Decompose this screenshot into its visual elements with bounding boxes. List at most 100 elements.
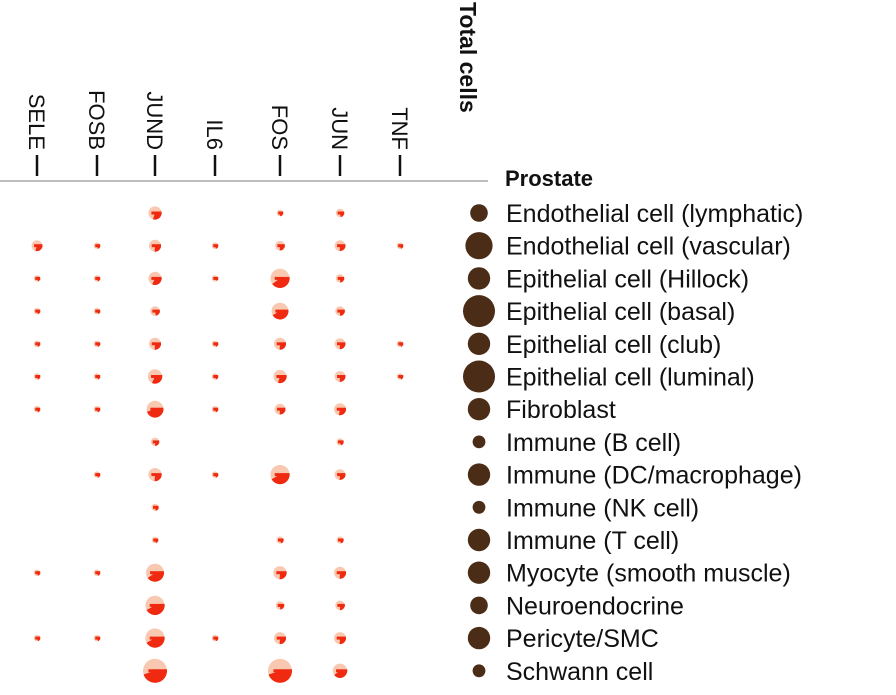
cell-type-label-row-1: Endothelial cell (lymphatic) xyxy=(506,200,803,228)
pie-jund-row-9 xyxy=(148,468,161,481)
pie-jund-row-15 xyxy=(143,659,167,683)
pie-fos-row-14 xyxy=(274,632,286,644)
pie-jund-row-8 xyxy=(151,438,159,446)
pie-fos-row-11 xyxy=(276,536,283,543)
pie-sele-row-12 xyxy=(34,570,40,576)
pie-jund-row-11 xyxy=(152,537,158,543)
pie-tnf-row-5 xyxy=(397,341,403,347)
pie-tnf-row-6 xyxy=(397,373,403,379)
gene-label-tnf: TNF xyxy=(387,107,412,150)
gene-label-jun: JUN xyxy=(327,107,352,150)
pie-fosb-row-2 xyxy=(94,243,100,249)
gene-label-fos: FOS xyxy=(267,105,292,150)
pie-il6-row-7 xyxy=(212,406,218,412)
pie-fos-row-12 xyxy=(273,566,286,579)
pie-jun-row-13 xyxy=(335,601,345,611)
pie-jund-row-4 xyxy=(150,306,160,316)
gene-label-sele: SELE xyxy=(24,94,49,150)
cell-type-label-row-14: Pericyte/SMC xyxy=(506,625,659,653)
pie-fosb-row-4 xyxy=(94,308,100,314)
cell-type-label-row-9: Immune (DC/macrophage) xyxy=(506,462,802,490)
pie-jun-row-15 xyxy=(333,664,347,678)
pie-jund-row-7 xyxy=(147,401,164,418)
pie-sele-row-3 xyxy=(34,275,40,281)
pie-fosb-row-6 xyxy=(94,373,100,379)
total-cells-header: Total cells xyxy=(455,2,481,113)
pie-fosb-row-7 xyxy=(94,406,100,412)
total-cells-dot-row-15 xyxy=(473,664,486,677)
pie-jund-row-13 xyxy=(145,596,164,615)
pie-sele-row-2 xyxy=(32,240,43,251)
cell-type-label-row-7: Fibroblast xyxy=(506,396,616,424)
cell-type-label-row-13: Neuroendocrine xyxy=(506,592,684,620)
pie-jun-row-8 xyxy=(336,438,343,445)
total-cells-dot-row-3 xyxy=(468,267,490,289)
pie-fos-row-13 xyxy=(276,601,284,609)
pie-il6-row-6 xyxy=(212,373,218,379)
pie-fosb-row-14 xyxy=(94,635,100,641)
pie-jun-row-5 xyxy=(335,338,346,349)
pie-jun-row-4 xyxy=(335,306,345,316)
pie-il6-row-9 xyxy=(212,471,218,477)
pie-sele-row-4 xyxy=(34,308,40,314)
pie-fos-row-3 xyxy=(270,269,289,288)
total-cells-dot-row-1 xyxy=(470,204,488,222)
pie-jund-row-1 xyxy=(148,206,161,219)
total-cells-dot-row-10 xyxy=(473,501,486,514)
pie-fosb-row-3 xyxy=(94,275,100,281)
cell-type-label-row-5: Epithelial cell (club) xyxy=(506,331,721,359)
pie-fos-row-7 xyxy=(275,404,286,415)
pie-fosb-row-5 xyxy=(94,341,100,347)
pie-sele-row-7 xyxy=(34,406,40,412)
pie-jun-row-3 xyxy=(336,274,344,282)
pie-jun-row-11 xyxy=(336,536,343,543)
pie-sele-row-6 xyxy=(34,373,40,379)
gene-label-jund: JUND xyxy=(142,91,167,150)
cell-type-labels: Endothelial cell (lymphatic) Endothelial … xyxy=(506,200,803,686)
pie-il6-row-2 xyxy=(212,243,218,249)
total-cells-dot-row-7 xyxy=(468,398,490,420)
cell-type-label-row-4: Epithelial cell (basal) xyxy=(506,298,735,326)
total-cells-dot-row-4 xyxy=(463,295,495,327)
total-cells-dot-row-11 xyxy=(468,529,490,551)
total-cells-dot-row-6 xyxy=(463,361,495,393)
total-cells-dot-row-12 xyxy=(468,562,490,584)
pie-jund-row-2 xyxy=(149,240,161,252)
total-cells-dot-row-8 xyxy=(473,436,486,449)
pie-jund-row-12 xyxy=(146,564,164,582)
gene-column-labels: SELE FOSB JUND IL6 FOS JUN TNF xyxy=(24,90,412,150)
pie-jun-row-6 xyxy=(335,371,346,382)
expression-pies xyxy=(32,206,404,682)
total-cells-dot-row-14 xyxy=(468,627,490,649)
gene-label-il6: IL6 xyxy=(202,119,227,150)
pie-fos-row-4 xyxy=(272,303,289,320)
total-cells-dot-row-9 xyxy=(468,463,490,485)
total-cells-dot-row-2 xyxy=(465,232,492,259)
gene-label-fosb: FOSB xyxy=(84,90,109,150)
pie-fos-row-15 xyxy=(268,659,292,683)
gene-column-ticks xyxy=(37,155,400,176)
pie-jun-row-9 xyxy=(335,469,346,480)
cell-type-label-row-6: Epithelial cell (luminal) xyxy=(506,364,755,392)
pie-il6-row-3 xyxy=(212,275,218,281)
total-cells-dot-row-13 xyxy=(470,597,488,615)
total-cells-dot-row-5 xyxy=(468,333,490,355)
cell-type-label-row-11: Immune (T cell) xyxy=(506,527,679,555)
pie-sele-row-14 xyxy=(34,635,40,641)
pie-fosb-row-9 xyxy=(94,471,100,477)
pie-jund-row-14 xyxy=(145,629,164,648)
pie-jund-row-3 xyxy=(148,272,161,285)
cell-type-label-row-15: Schwann cell xyxy=(506,658,653,686)
pie-fos-row-2 xyxy=(275,241,285,251)
pie-il6-row-14 xyxy=(212,635,218,641)
pie-jun-row-12 xyxy=(334,567,346,579)
cell-type-label-row-12: Myocyte (smooth muscle) xyxy=(506,560,791,588)
cell-type-label-row-10: Immune (NK cell) xyxy=(506,494,699,522)
cell-type-label-row-8: Immune (B cell) xyxy=(506,429,681,457)
pie-fos-row-9 xyxy=(270,465,289,484)
pie-jund-row-5 xyxy=(149,338,161,350)
pie-jun-row-14 xyxy=(334,632,346,644)
cell-type-label-row-3: Epithelial cell (Hillock) xyxy=(506,265,749,293)
pie-jund-row-10 xyxy=(151,504,158,511)
pie-jun-row-7 xyxy=(334,403,346,415)
